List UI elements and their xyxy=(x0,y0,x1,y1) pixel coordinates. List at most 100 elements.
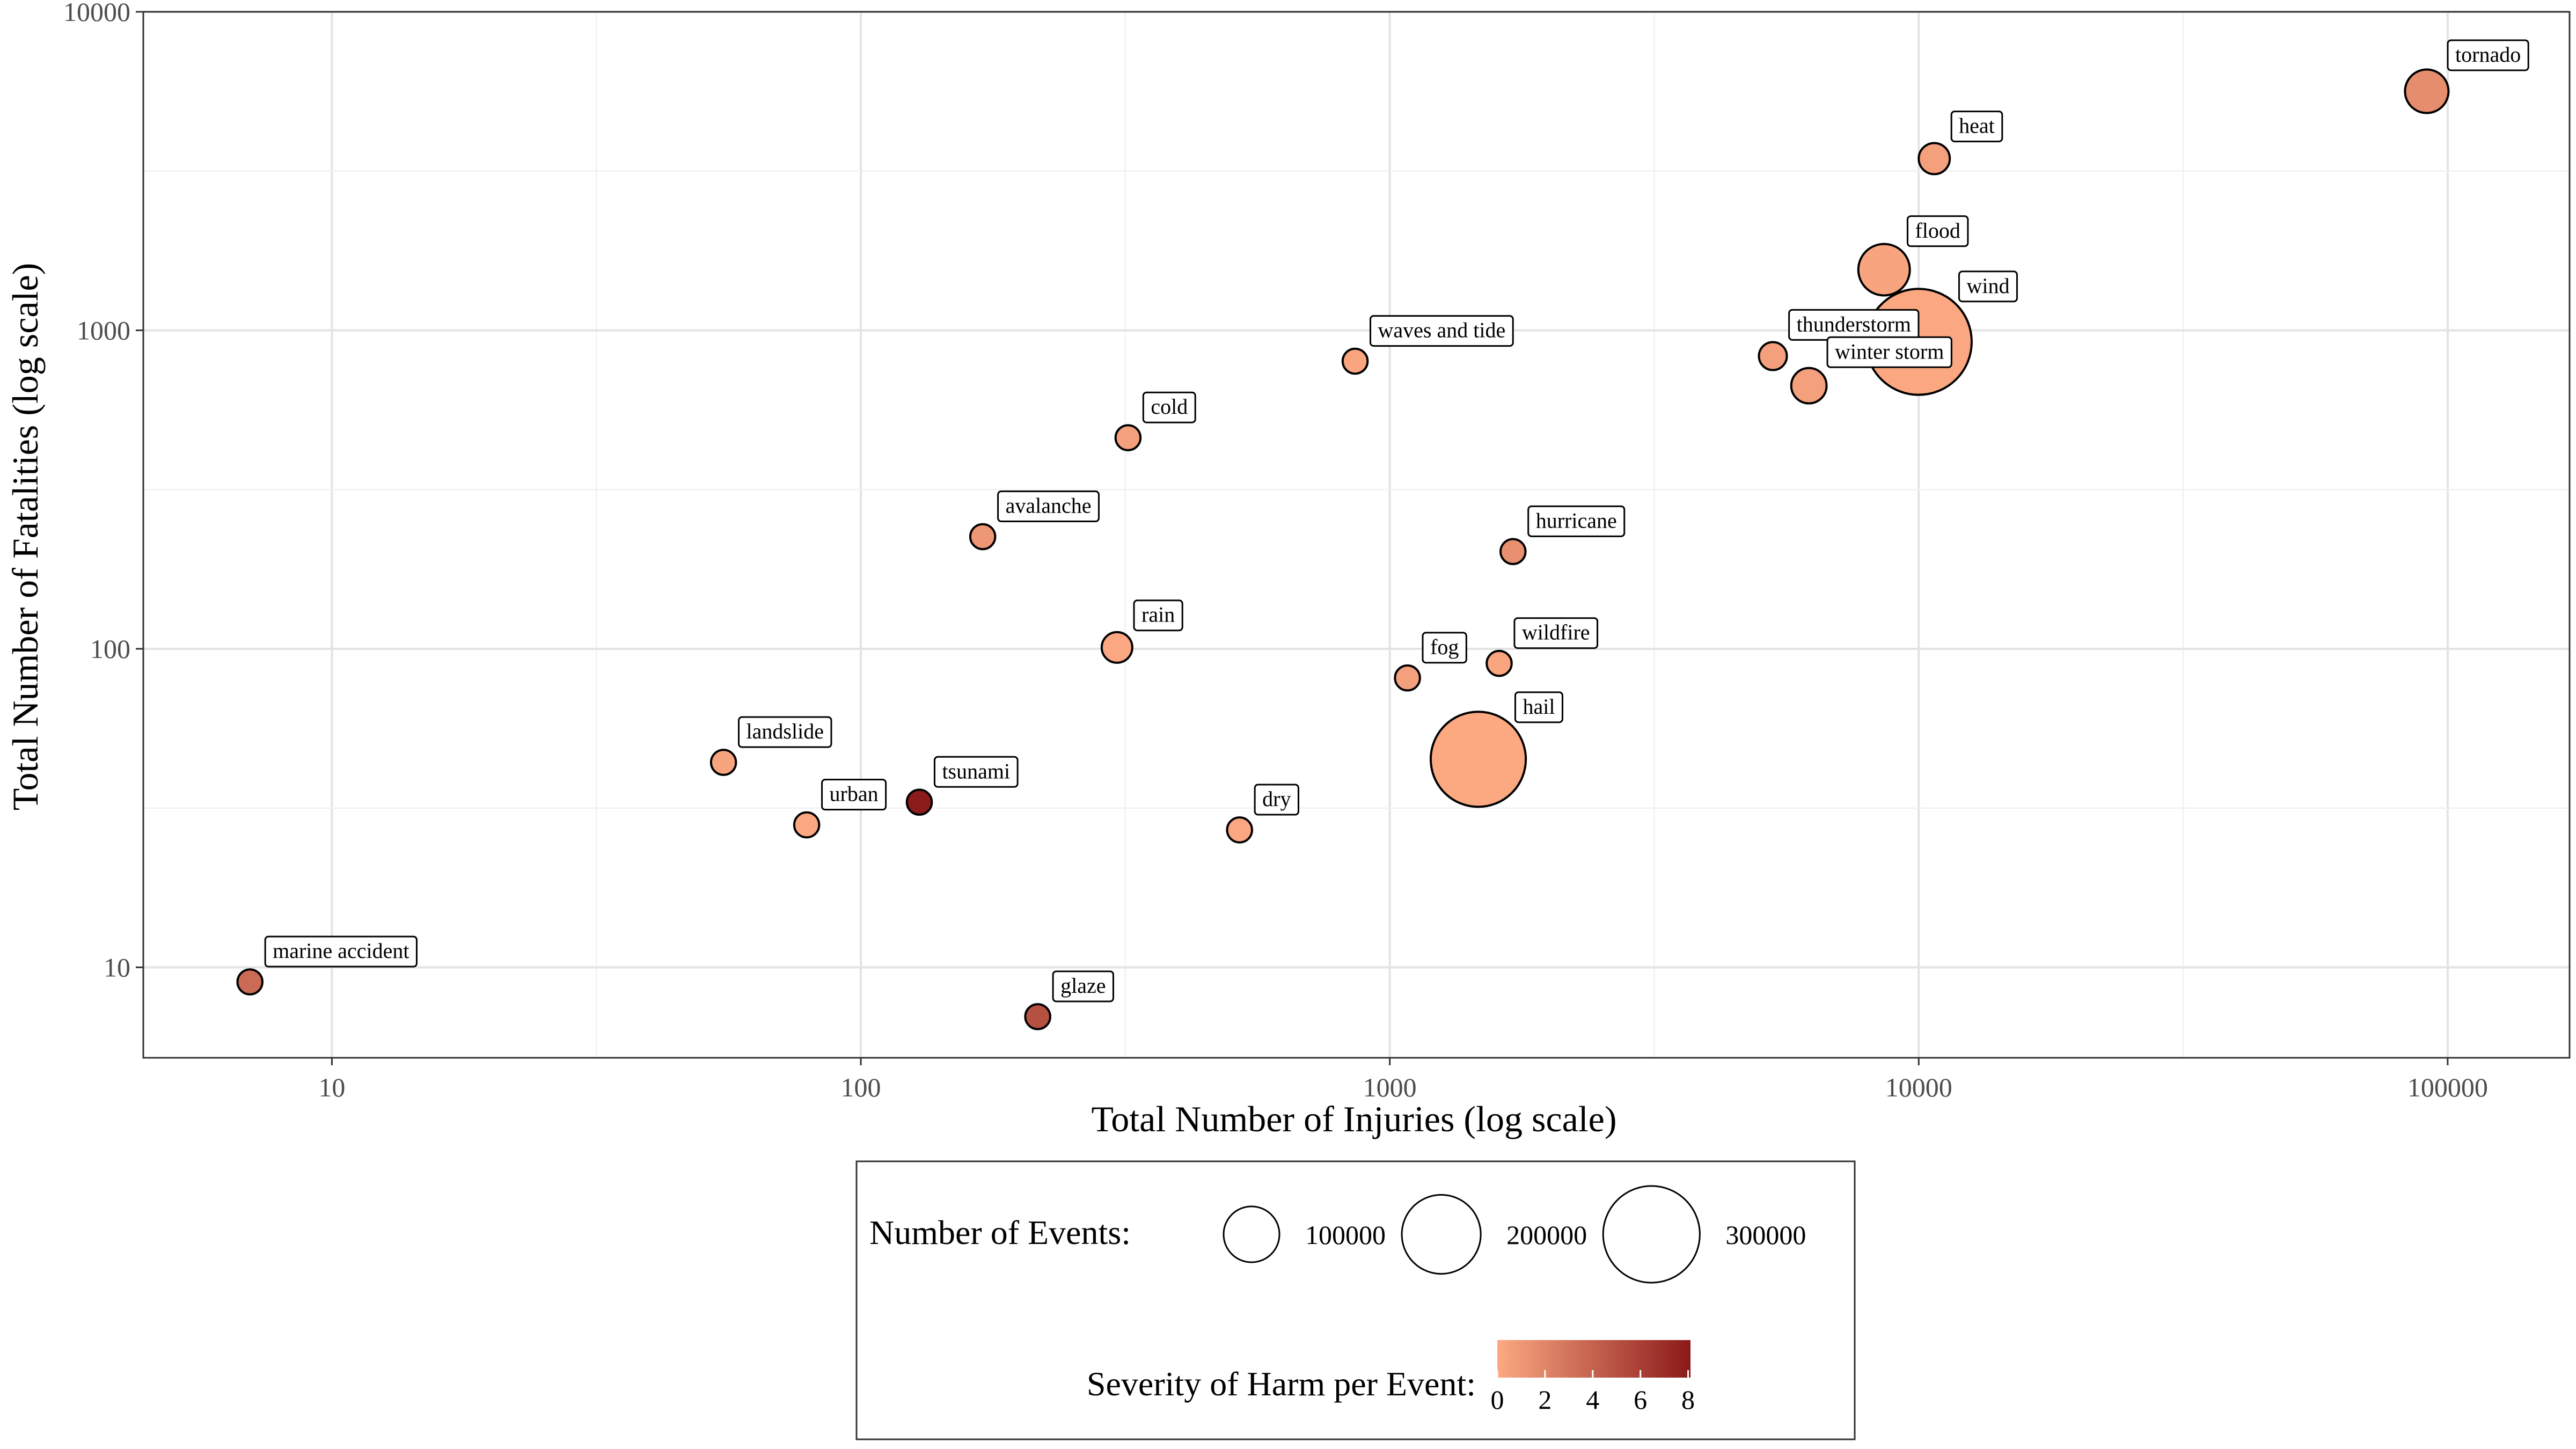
point-label: dry xyxy=(1254,784,1299,816)
point-label-text: urban xyxy=(830,782,879,806)
legend: Number of Events: 100000 200000 300000 Sev… xyxy=(855,1160,1856,1440)
point-label-layer: tornado heat flood wind thunderstorm winter s… xyxy=(264,39,2529,1002)
point-label: cold xyxy=(1142,391,1196,423)
point-label-text: avalanche xyxy=(1006,494,1092,518)
point-label-box xyxy=(1052,970,1114,1002)
x-tick-label: 10000 xyxy=(1885,1072,1952,1102)
point-label: flood xyxy=(1906,215,1969,247)
bubble-heat xyxy=(1918,142,1951,175)
point-label: hail xyxy=(1514,691,1563,723)
y-tick-label: 10000 xyxy=(63,0,130,27)
point-label-text: dry xyxy=(1262,787,1291,811)
bubble-cold xyxy=(1114,424,1142,451)
point-label-box xyxy=(1958,270,2018,303)
y-tick-label: 100 xyxy=(90,634,130,664)
point-label: urban xyxy=(821,779,887,811)
point-label-box xyxy=(997,491,1100,523)
x-tick-label: 10 xyxy=(318,1072,345,1102)
point-label-text: winter storm xyxy=(1835,339,1944,363)
bubble-tornado xyxy=(2404,68,2450,114)
point-label-box xyxy=(1527,505,1626,537)
bubble-flood xyxy=(1857,243,1911,297)
point-label-box xyxy=(1826,336,1952,368)
point-label: heat xyxy=(1950,111,2003,143)
color-bar-tick-label: 8 xyxy=(1681,1385,1695,1415)
size-legend-key xyxy=(1401,1194,1482,1275)
grid xyxy=(143,11,2570,1058)
point-label-text: tornado xyxy=(2455,42,2521,67)
bubble-landslide xyxy=(709,749,737,776)
size-legend-label: 100000 xyxy=(1305,1220,1386,1250)
point-label: avalanche xyxy=(997,491,1100,523)
point-label-box xyxy=(1513,617,1599,649)
bubble-wildfire xyxy=(1485,649,1513,677)
x-tick-label: 100000 xyxy=(2407,1072,2488,1102)
point-label-box xyxy=(933,756,1019,788)
point-label-text: marine accident xyxy=(273,939,409,963)
point-label: rain xyxy=(1133,599,1183,632)
point-label: waves and tide xyxy=(1370,315,1514,347)
bubble-hurricane xyxy=(1499,538,1527,566)
x-axis: 10 100 1000 10000 100000 xyxy=(318,1058,2488,1102)
point-label-box xyxy=(1514,691,1563,723)
point-label: thunderstorm xyxy=(1788,309,1920,341)
point-label-box xyxy=(1133,599,1183,632)
bubble-glaze xyxy=(1024,1003,1051,1030)
size-legend-key xyxy=(1602,1185,1701,1284)
color-bar-tick-label: 6 xyxy=(1634,1385,1647,1415)
point-label: fog xyxy=(1422,632,1467,664)
point-label-text: wildfire xyxy=(1522,620,1590,645)
point-label-text: waves and tide xyxy=(1378,318,1506,342)
color-bar-tick-label: 2 xyxy=(1538,1385,1552,1415)
size-legend-key xyxy=(1223,1205,1280,1263)
y-tick-label: 10 xyxy=(104,952,130,982)
color-bar-ticks: 0 2 4 6 8 xyxy=(1491,1370,1695,1415)
point-label-box xyxy=(1370,315,1514,347)
point-label: winter storm xyxy=(1826,336,1952,368)
point-label: wind xyxy=(1958,270,2018,303)
color-bar-tick-label: 4 xyxy=(1586,1385,1599,1415)
y-tick-label: 1000 xyxy=(77,315,130,345)
point-label-box xyxy=(264,935,418,968)
point-label-box xyxy=(821,779,887,811)
point-label-box xyxy=(2447,39,2529,71)
size-legend: Number of Events: 100000 200000 300000 xyxy=(869,1185,1806,1284)
point-label-box xyxy=(738,716,832,748)
point-label-text: heat xyxy=(1959,114,1995,138)
color-legend-title: Severity of Harm per Event: xyxy=(1087,1365,1476,1403)
point-label-text: landslide xyxy=(747,719,824,743)
point-label-text: tsunami xyxy=(942,759,1010,783)
point-label: wildfire xyxy=(1513,617,1599,649)
point-label-text: thunderstorm xyxy=(1797,312,1911,336)
point-label-text: flood xyxy=(1915,218,1960,243)
legend-box xyxy=(855,1160,1856,1440)
bubble-tsunami xyxy=(905,788,933,816)
color-bar xyxy=(1497,1340,1690,1378)
y-axis-title: Total Number of Fatalities (log scale) xyxy=(5,263,46,811)
point-label: landslide xyxy=(738,716,832,748)
bubble-waves-and-tide xyxy=(1341,347,1369,375)
point-label-text: wind xyxy=(1966,274,2009,298)
point-label-text: cold xyxy=(1151,394,1188,419)
bubble-avalanche xyxy=(969,523,997,551)
bubble-hail xyxy=(1429,711,1527,808)
bubble-rain xyxy=(1100,631,1133,664)
bubble-urban xyxy=(793,811,821,839)
size-legend-label: 200000 xyxy=(1506,1220,1587,1250)
plot-panel xyxy=(142,11,2571,1059)
point-label-box xyxy=(1906,215,1969,247)
bubble-thunderstorm xyxy=(1758,341,1788,371)
point-label-box xyxy=(1950,111,2003,143)
y-axis: 10 100 1000 10000 xyxy=(63,0,143,982)
size-legend-label: 300000 xyxy=(1725,1220,1806,1250)
point-label-box xyxy=(1254,784,1299,816)
point-label: marine accident xyxy=(264,935,418,968)
bubble-dry xyxy=(1226,816,1253,844)
x-tick-label: 100 xyxy=(841,1072,881,1102)
point-label-text: glaze xyxy=(1060,974,1106,998)
point-label: hurricane xyxy=(1527,505,1626,537)
point-label-text: hail xyxy=(1523,694,1555,719)
point-label-text: rain xyxy=(1141,603,1175,627)
point-label: tsunami xyxy=(933,756,1019,788)
